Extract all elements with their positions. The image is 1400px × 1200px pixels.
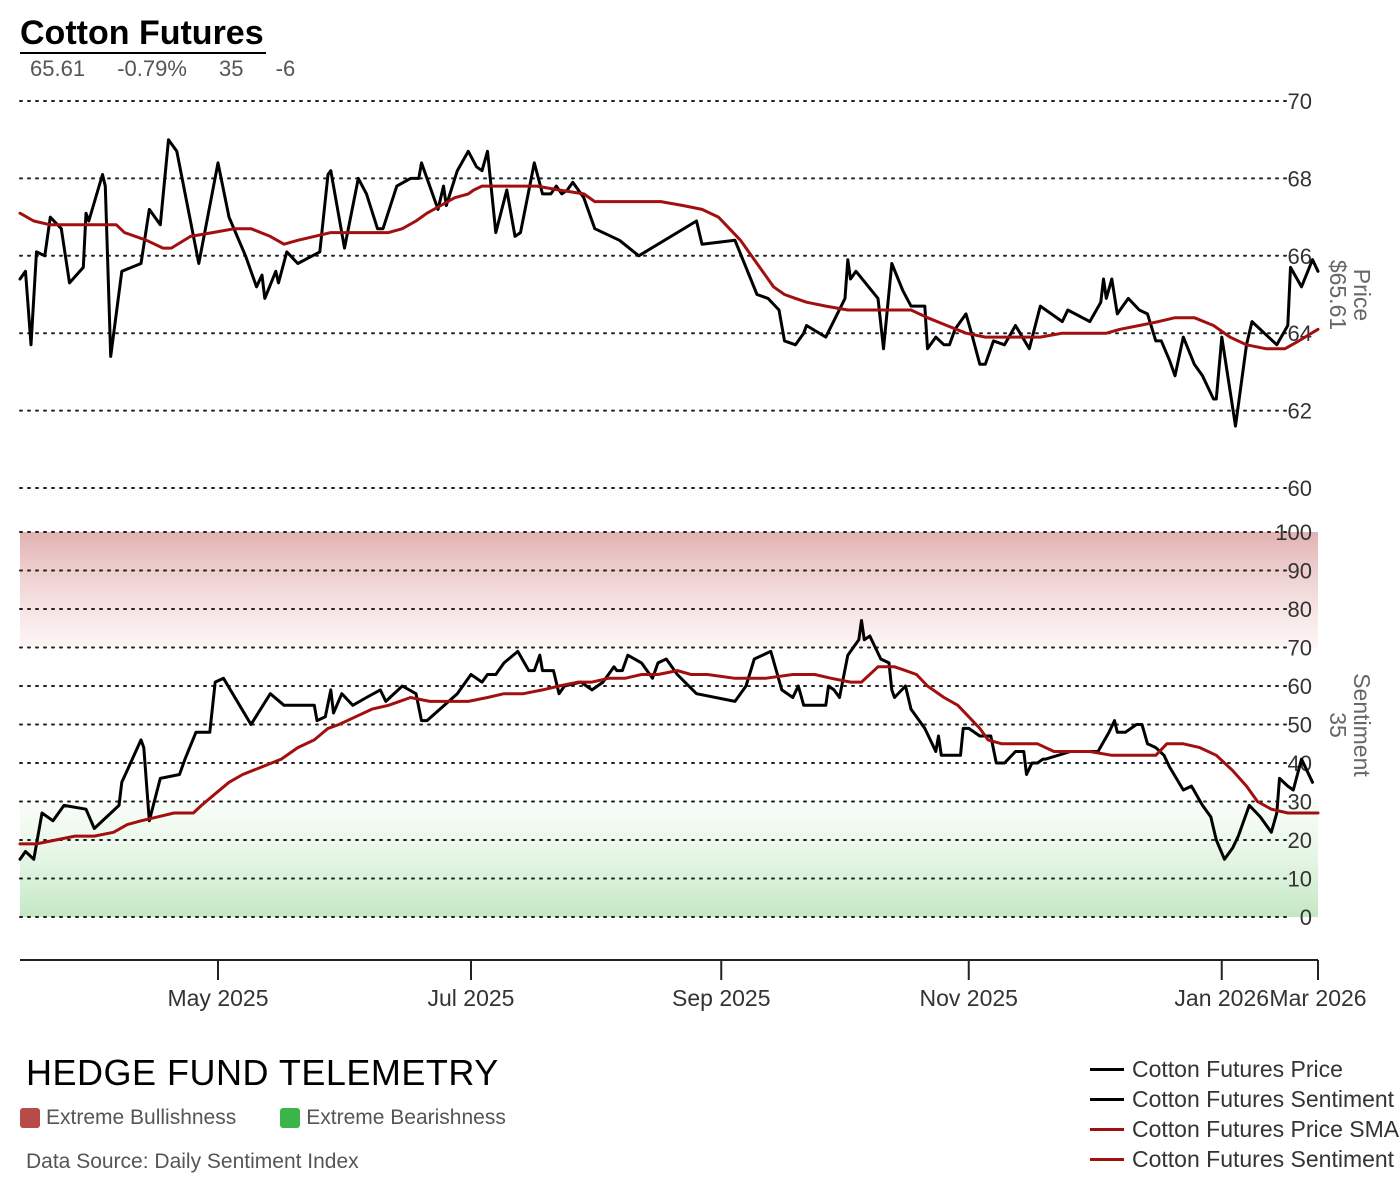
sentiment-axis-title: Sentiment <box>1349 673 1375 777</box>
legend-label-price-sma: Cotton Futures Price SMA <box>1132 1115 1400 1142</box>
x-tick-label: Mar 2026 <box>1269 985 1366 1011</box>
sentiment-line <box>18 619 1314 861</box>
legend-line-price-sma <box>1090 1127 1124 1131</box>
legend-line-sentiment <box>1090 1097 1124 1101</box>
bearish-swatch <box>280 1108 301 1128</box>
price-line <box>18 138 1320 428</box>
sentiment-tick-label: 80 <box>1288 597 1312 622</box>
legend-line-price <box>1090 1067 1124 1071</box>
band-bullish <box>20 532 1318 648</box>
legend-line-sentiment-sma <box>1090 1157 1124 1161</box>
bearish-label: Extreme Bearishness <box>306 1106 506 1129</box>
sentiment-tick-label: 50 <box>1288 713 1312 738</box>
bullish-label: Extreme Bullishness <box>46 1106 237 1129</box>
sentiment-tick-label: 0 <box>1300 905 1312 930</box>
sentiment-axis-value: 35 <box>1325 712 1351 738</box>
legend-label-sentiment: Cotton Futures Sentiment <box>1132 1085 1395 1112</box>
x-tick-label: Nov 2025 <box>920 985 1018 1011</box>
data-source: Data Source: Daily Sentiment Index <box>26 1150 359 1173</box>
x-tick-label: Sep 2025 <box>672 985 770 1011</box>
legend-item-sentiment[interactable]: Cotton Futures Sentiment <box>1090 1084 1400 1114</box>
x-tick-label: Jul 2025 <box>428 985 515 1011</box>
price-tick-label: 60 <box>1288 476 1312 501</box>
sentiment-tick-label: 30 <box>1288 790 1312 815</box>
legend-label-price: Cotton Futures Price <box>1132 1055 1343 1082</box>
legend-item-price-sma[interactable]: Cotton Futures Price SMA <box>1090 1114 1400 1144</box>
brand-name: HEDGE FUND TELEMETRY <box>26 1052 499 1093</box>
quote-stats: 65.61 -0.79% 35 -6 <box>30 56 321 82</box>
band-bearish <box>20 801 1318 917</box>
sentiment-sma-line <box>18 665 1320 846</box>
price-tick-label: 70 <box>1288 89 1312 114</box>
sentiment-tick-label: 70 <box>1288 636 1312 661</box>
zone-legend: Extreme Bullishness Extreme Bearishness <box>20 1106 550 1130</box>
legend-item-sentiment-sma[interactable]: Cotton Futures Sentiment SMA <box>1090 1144 1400 1174</box>
sentiment-tick-label: 20 <box>1288 828 1312 853</box>
last-price: 65.61 <box>30 56 86 81</box>
sentiment-value: 35 <box>219 56 244 81</box>
x-tick-label: Jan 2026 <box>1174 985 1269 1011</box>
sentiment-tick-label: 90 <box>1288 559 1312 584</box>
legend-item-price[interactable]: Cotton Futures Price <box>1090 1054 1400 1084</box>
zone-legend-bullish: Extreme Bullishness <box>20 1106 236 1130</box>
percent-change: -0.79% <box>117 56 187 81</box>
sentiment-tick-label: 60 <box>1288 674 1312 699</box>
legend-label-sentiment-sma: Cotton Futures Sentiment SMA <box>1132 1145 1400 1172</box>
sentiment-tick-label: 100 <box>1275 520 1312 545</box>
price-axis-value: $65.61 <box>1325 260 1351 330</box>
zone-legend-bearish: Extreme Bearishness <box>280 1106 506 1130</box>
x-tick-label: May 2025 <box>167 985 268 1011</box>
sentiment-tick-label: 10 <box>1288 867 1312 892</box>
price-tick-label: 66 <box>1288 244 1312 269</box>
price-axis-title: Price <box>1349 269 1375 321</box>
bullish-swatch <box>20 1108 40 1128</box>
price-tick-label: 62 <box>1288 399 1312 424</box>
price-sma-line <box>18 184 1320 351</box>
price-tick-label: 68 <box>1288 166 1312 191</box>
chart-title: Cotton Futures <box>20 14 266 54</box>
sentiment-change: -6 <box>275 56 296 81</box>
series-legend: Cotton Futures Price Cotton Futures Sent… <box>1090 1054 1400 1174</box>
